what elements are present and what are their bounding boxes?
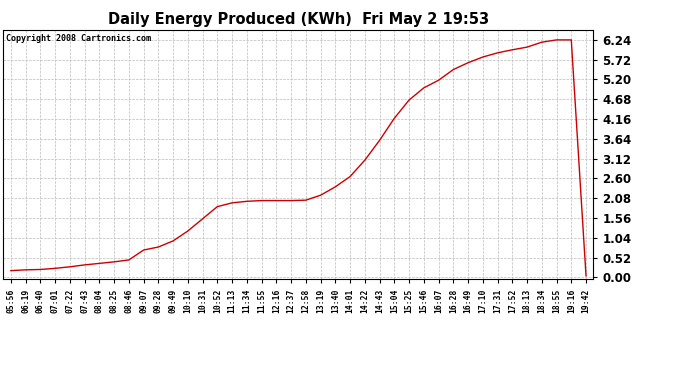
Title: Daily Energy Produced (KWh)  Fri May 2 19:53: Daily Energy Produced (KWh) Fri May 2 19… <box>108 12 489 27</box>
Text: Copyright 2008 Cartronics.com: Copyright 2008 Cartronics.com <box>6 34 151 43</box>
